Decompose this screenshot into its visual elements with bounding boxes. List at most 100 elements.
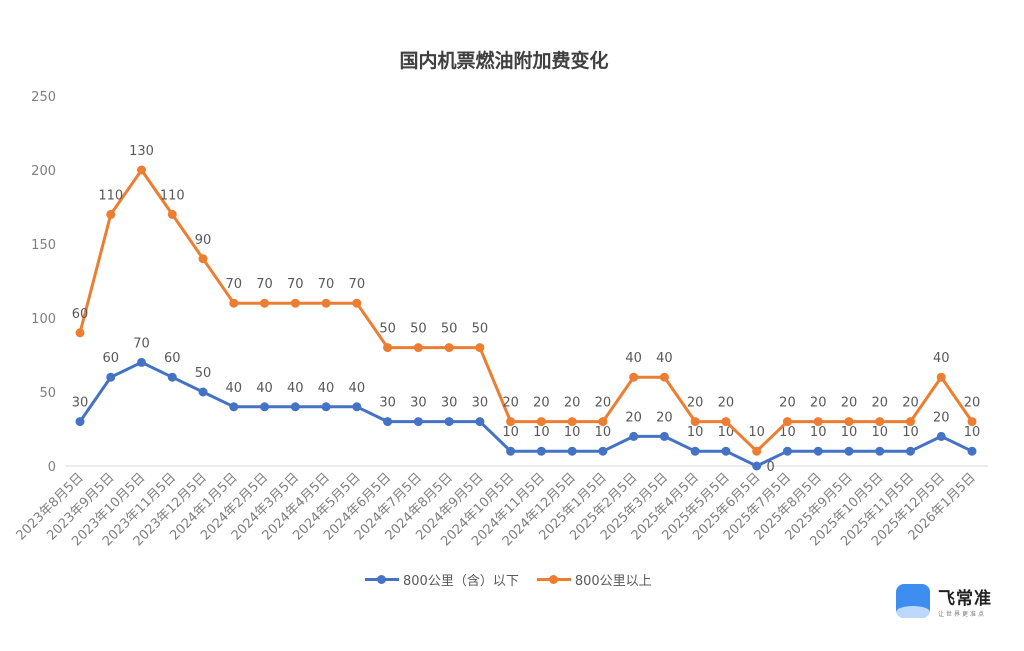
- data-point[interactable]: [198, 254, 208, 264]
- data-point[interactable]: [690, 417, 700, 427]
- data-label: 10: [902, 425, 919, 440]
- data-label: 10: [502, 425, 519, 440]
- data-point[interactable]: [936, 372, 946, 382]
- data-point[interactable]: [106, 372, 116, 382]
- data-point[interactable]: [383, 417, 393, 427]
- data-point[interactable]: [198, 387, 208, 397]
- data-label: 30: [72, 396, 89, 411]
- data-point[interactable]: [321, 298, 331, 308]
- data-label: 20: [841, 396, 858, 411]
- data-point[interactable]: [567, 446, 577, 456]
- data-point[interactable]: [444, 417, 454, 427]
- data-point[interactable]: [721, 446, 731, 456]
- data-point[interactable]: [75, 417, 85, 427]
- data-point[interactable]: [167, 209, 177, 219]
- data-label: 130: [129, 144, 154, 159]
- data-point[interactable]: [413, 343, 423, 353]
- data-point[interactable]: [75, 328, 85, 338]
- data-point[interactable]: [506, 446, 516, 456]
- legend-item-above-800km[interactable]: 800公里以上: [536, 570, 652, 589]
- data-point[interactable]: [413, 417, 423, 427]
- data-point[interactable]: [752, 461, 762, 471]
- data-point[interactable]: [352, 402, 362, 412]
- data-label: 110: [160, 188, 185, 203]
- data-label: 10: [718, 425, 735, 440]
- data-point[interactable]: [813, 417, 823, 427]
- data-label: 10: [964, 425, 981, 440]
- data-label: 10: [810, 425, 827, 440]
- data-point[interactable]: [782, 417, 792, 427]
- data-point[interactable]: [598, 417, 608, 427]
- data-point[interactable]: [752, 446, 762, 456]
- data-point[interactable]: [782, 446, 792, 456]
- data-label: 20: [533, 396, 550, 411]
- data-point[interactable]: [137, 165, 147, 175]
- data-label: 40: [349, 381, 366, 396]
- data-point[interactable]: [229, 298, 239, 308]
- data-label: 50: [379, 322, 396, 337]
- data-point[interactable]: [536, 446, 546, 456]
- data-point[interactable]: [905, 417, 915, 427]
- data-label: 10: [564, 425, 581, 440]
- data-point[interactable]: [875, 446, 885, 456]
- data-point[interactable]: [383, 343, 393, 353]
- data-label: 40: [256, 381, 273, 396]
- data-point[interactable]: [598, 446, 608, 456]
- logo-name: 飞常准: [938, 589, 992, 609]
- legend-marker-orange: [536, 575, 571, 584]
- data-point[interactable]: [690, 446, 700, 456]
- data-label: 30: [379, 396, 396, 411]
- data-point[interactable]: [475, 417, 485, 427]
- data-label: 20: [625, 410, 642, 425]
- data-label: 60: [102, 351, 119, 366]
- y-axis: 0 50 100 150 200 250: [31, 90, 56, 475]
- series-group: 30 60 70 60 50 40 40 40 40 40 30 30 30 30 10 10 10 10 20 20…: [72, 144, 981, 475]
- data-point[interactable]: [290, 298, 300, 308]
- data-point[interactable]: [875, 417, 885, 427]
- data-point[interactable]: [844, 446, 854, 456]
- data-label: 20: [718, 396, 735, 411]
- data-point[interactable]: [936, 431, 946, 441]
- chart-title: 国内机票燃油附加费变化: [399, 49, 608, 72]
- data-point[interactable]: [106, 209, 116, 219]
- data-label: 110: [98, 188, 123, 203]
- data-label: 30: [472, 396, 489, 411]
- x-axis: 2023年8月5日2023年9月5日2023年10月5日2023年11月5日20…: [14, 470, 979, 549]
- data-label: 50: [410, 322, 427, 337]
- data-point[interactable]: [659, 431, 669, 441]
- data-point[interactable]: [290, 402, 300, 412]
- data-label: 60: [72, 307, 89, 322]
- y-tick-label: 0: [48, 460, 56, 475]
- data-point[interactable]: [629, 431, 639, 441]
- data-point[interactable]: [167, 372, 177, 382]
- data-point[interactable]: [260, 402, 270, 412]
- data-point[interactable]: [321, 402, 331, 412]
- logo: 飞常准 让世界更准点: [896, 584, 992, 618]
- data-point[interactable]: [475, 343, 485, 353]
- data-point[interactable]: [567, 417, 577, 427]
- data-label: 30: [441, 396, 458, 411]
- data-point[interactable]: [536, 417, 546, 427]
- data-point[interactable]: [444, 343, 454, 353]
- data-point[interactable]: [260, 298, 270, 308]
- data-point[interactable]: [721, 417, 731, 427]
- legend-item-below-800km[interactable]: 800公里（含）以下: [365, 570, 519, 589]
- data-point[interactable]: [506, 417, 516, 427]
- y-tick-label: 100: [31, 312, 56, 327]
- y-tick-label: 50: [39, 386, 56, 401]
- legend-label: 800公里（含）以下: [403, 574, 519, 589]
- data-point[interactable]: [659, 372, 669, 382]
- data-point[interactable]: [905, 446, 915, 456]
- data-label: 20: [779, 396, 796, 411]
- data-point[interactable]: [844, 417, 854, 427]
- data-point[interactable]: [967, 446, 977, 456]
- data-point[interactable]: [352, 298, 362, 308]
- data-point[interactable]: [229, 402, 239, 412]
- data-label: 20: [964, 396, 981, 411]
- data-point[interactable]: [629, 372, 639, 382]
- data-point[interactable]: [813, 446, 823, 456]
- data-point[interactable]: [967, 417, 977, 427]
- data-point[interactable]: [137, 357, 147, 367]
- data-label: 40: [287, 381, 304, 396]
